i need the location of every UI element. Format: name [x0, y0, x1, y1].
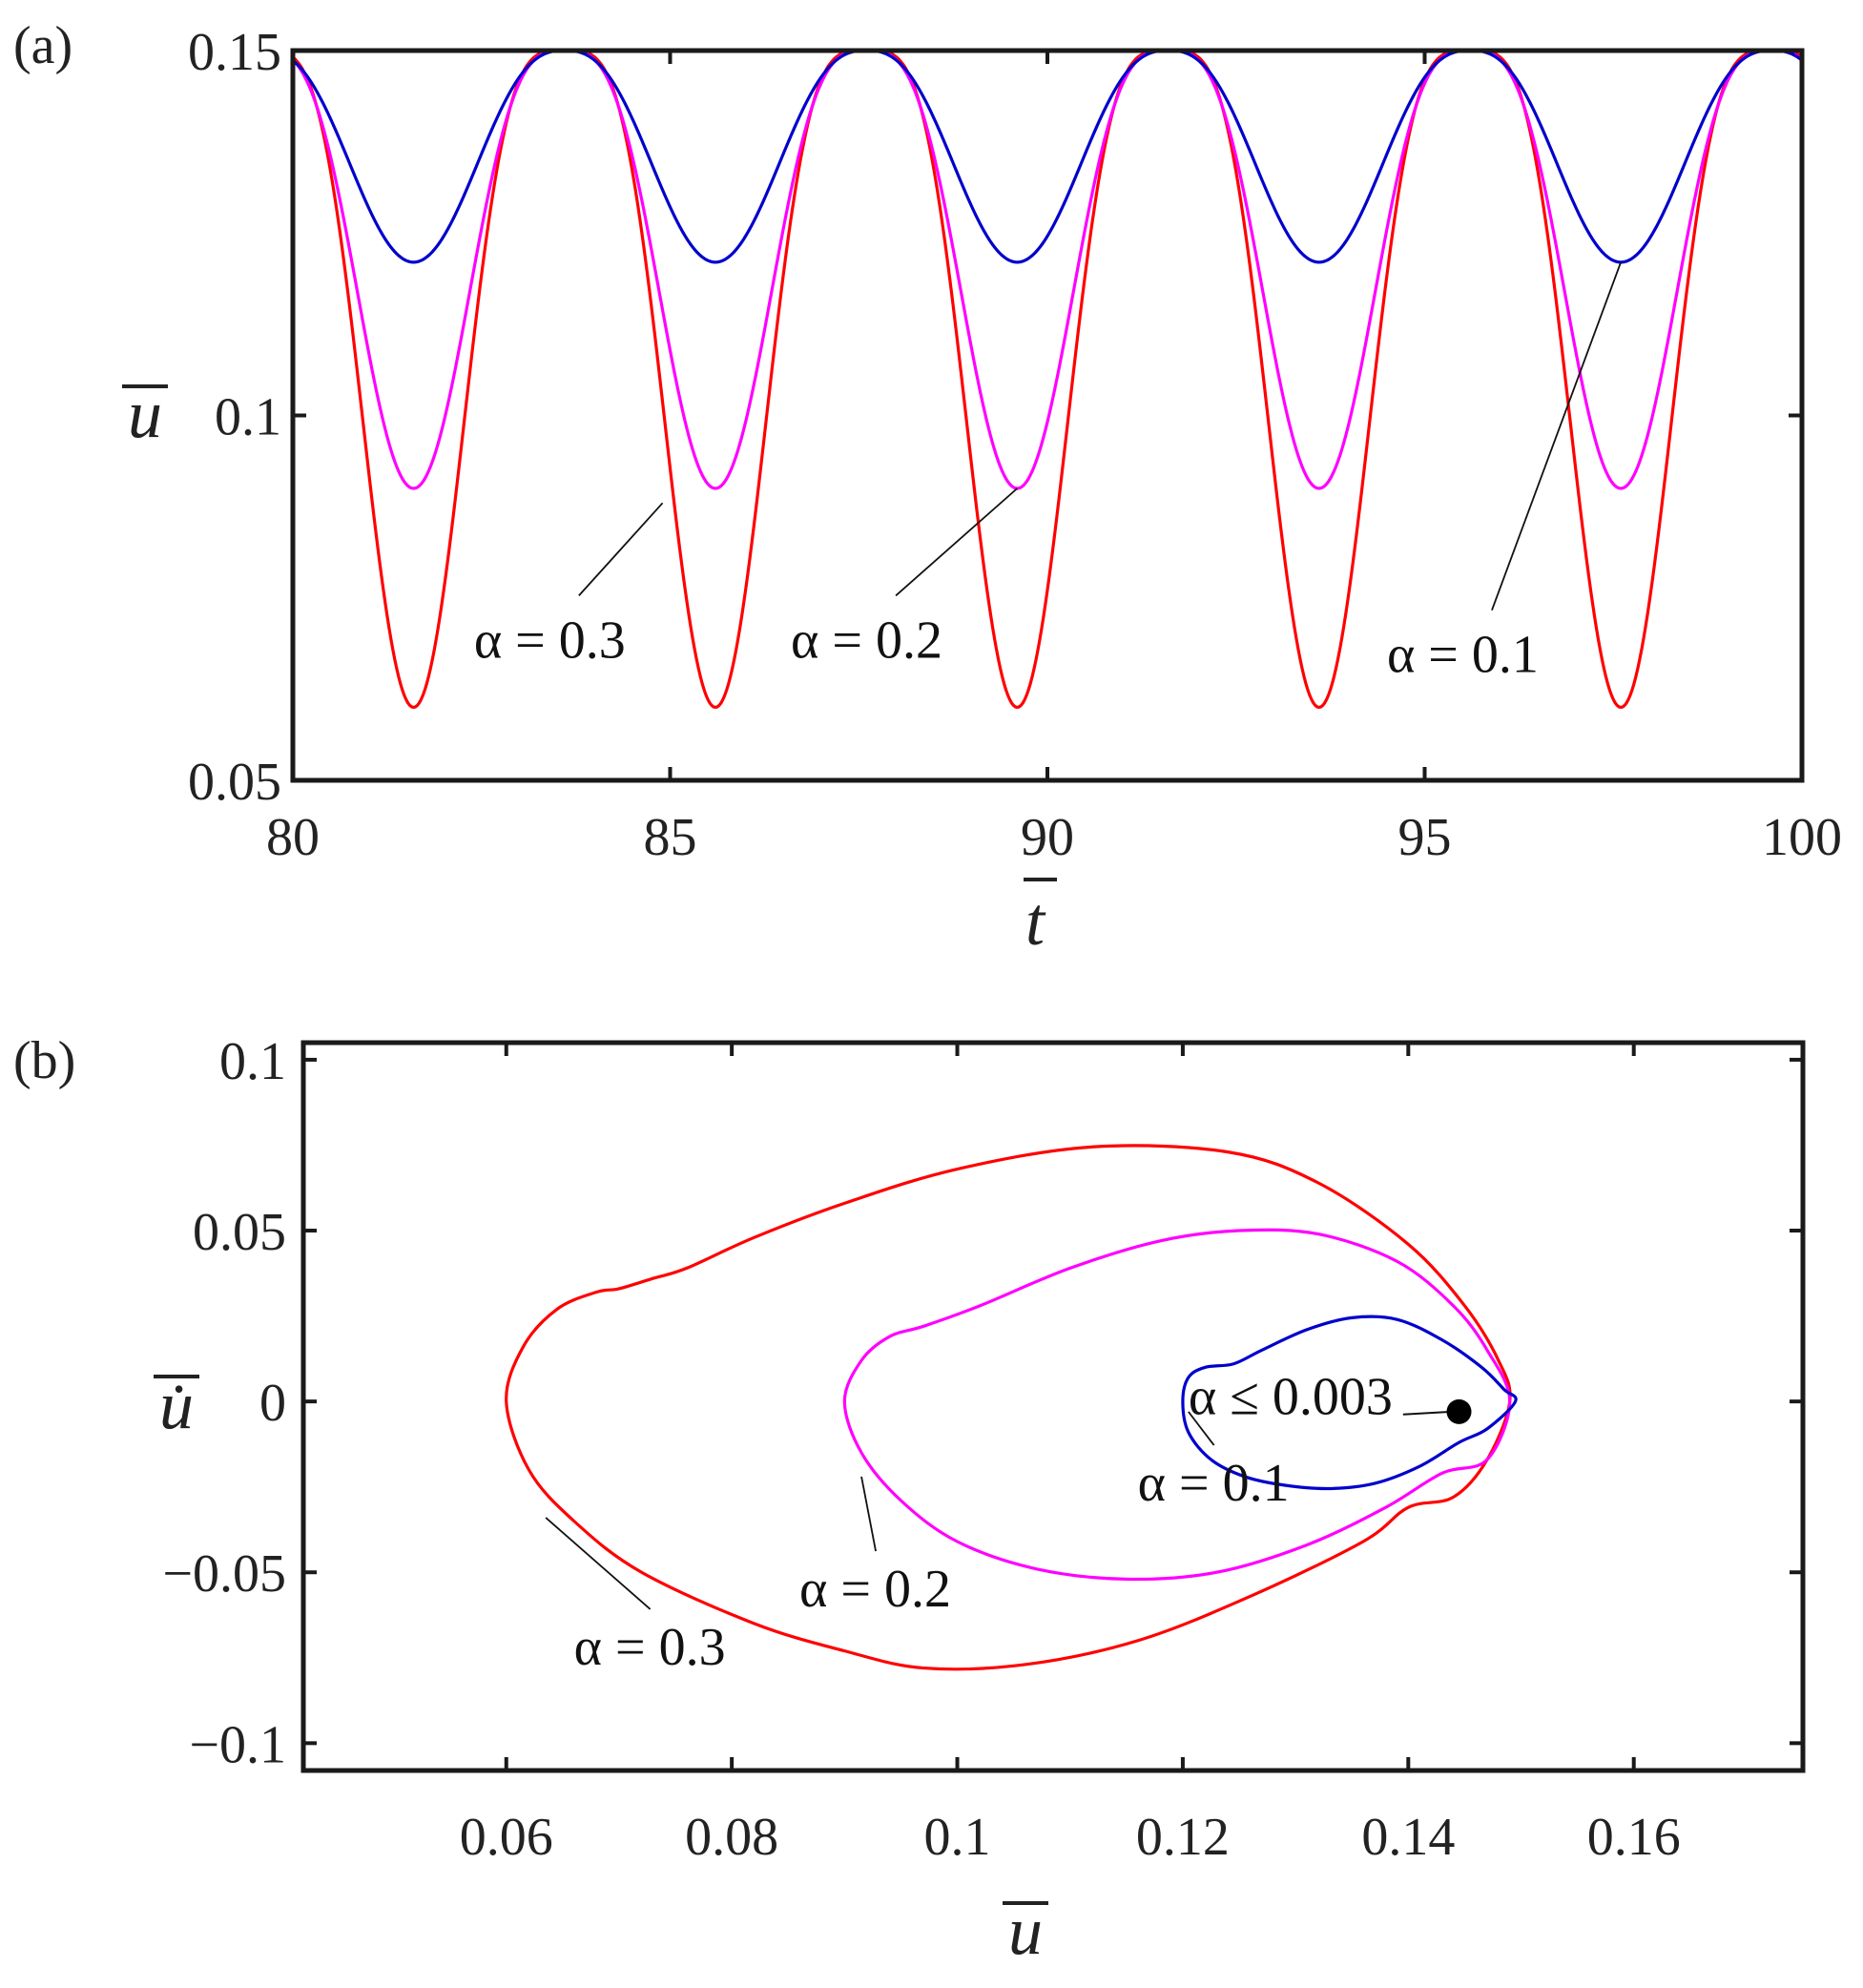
panel-b-annotation-0-3: α = 0.3	[574, 1618, 726, 1677]
panel-a-x-tick-label: 90	[1021, 808, 1074, 867]
panel-b-x-axis-title: u	[1003, 1893, 1048, 1969]
panel-b-x-tick-label: 0.08	[685, 1808, 778, 1867]
panel-a-leader-0-1	[1491, 261, 1623, 611]
panel-b-ticks: 0.06 0.08 0.1 0.12 0.14 0.16 −0.1 −0.05 0 0.05 0.1	[162, 1032, 1803, 1867]
panel-b-y-axis-title: u̇	[154, 1367, 199, 1443]
panel-a-annotations: α = 0.3 α = 0.2 α = 0.1	[474, 261, 1623, 685]
panel-a-series-0-3	[291, 49, 1803, 710]
panel-a-x-tick-label: 85	[644, 808, 697, 867]
panel-a-y-tick-label: 0.15	[188, 23, 281, 82]
panel-b-leader-0-3	[545, 1517, 652, 1610]
panel-b-y-tick-label: −0.05	[162, 1544, 286, 1604]
panel-b-leader-0-2	[860, 1476, 877, 1552]
panel-a-y-axis-title: u	[122, 376, 168, 452]
panel-b-annotation-0-003: α ≤ 0.003	[1189, 1368, 1393, 1427]
panel-a-leader-0-3	[578, 502, 664, 597]
panel-b-y-tick-label: 0	[259, 1374, 286, 1433]
panel-b-y-tick-label: 0.1	[219, 1032, 286, 1091]
panel-a-series-0-1	[291, 49, 1803, 264]
svg-text:u: u	[128, 376, 162, 452]
panel-b-phase-portrait: (b) α = 0.3α = 0.2α = 0.1α ≤ 0.003 0.06 0…	[13, 1031, 1806, 1969]
panel-a-annotation-0-3: α = 0.3	[474, 611, 626, 670]
svg-text:u̇: u̇	[159, 1367, 194, 1443]
panel-a-series-0-2	[291, 49, 1804, 490]
panel-a-label: (a)	[13, 16, 72, 75]
panel-a-x-tick-label: 80	[266, 808, 320, 867]
panel-a-leader-0-2	[895, 487, 1018, 597]
panel-b-annotation-0-2: α = 0.2	[799, 1560, 951, 1619]
panel-b-fixed-point-marker	[1446, 1398, 1472, 1424]
panel-b-leader-0-1	[1188, 1411, 1215, 1446]
panel-a-x-tick-label: 95	[1398, 808, 1452, 867]
panel-b-x-tick-label: 0.1	[924, 1808, 991, 1867]
panel-b-x-tick-label: 0.14	[1361, 1808, 1455, 1867]
panel-b-y-tick-label: 0.05	[193, 1203, 286, 1262]
svg-text:u: u	[1008, 1893, 1043, 1969]
panel-b-x-tick-label: 0.12	[1136, 1808, 1230, 1867]
panel-b-series-0-2	[842, 1228, 1512, 1582]
panel-b-label: (b)	[13, 1031, 75, 1090]
panel-a-time-series: (a) α = 0.3 α = 0.2 α = 0.1 80 85 90 95 100 0.0…	[13, 16, 1842, 960]
panel-a-curves	[291, 49, 1804, 710]
panel-a-y-tick-label: 0.05	[188, 753, 281, 812]
panel-b-curves	[505, 1144, 1518, 1671]
panel-b-series-0-1	[1181, 1315, 1518, 1491]
panel-b-leader-fixed-point	[1402, 1410, 1452, 1416]
svg-text:t: t	[1025, 883, 1046, 960]
panel-b-series-0-3	[505, 1144, 1512, 1671]
panel-a-annotation-0-1: α = 0.1	[1387, 626, 1539, 685]
panel-b-x-tick-label: 0.06	[460, 1808, 553, 1867]
panel-b-y-tick-label: −0.1	[189, 1715, 286, 1774]
panel-a-y-tick-label: 0.1	[215, 388, 281, 447]
panel-b-annotations: α = 0.3 α = 0.2 α = 0.1 α ≤ 0.003	[545, 1368, 1472, 1677]
panel-a-ticks: 80 85 90 95 100 0.05 0.1 0.15	[188, 23, 1842, 867]
panel-b-annotation-0-1: α = 0.1	[1138, 1454, 1290, 1513]
panel-a-x-tick-label: 100	[1762, 808, 1842, 867]
panel-a-x-axis-title: t	[1024, 878, 1057, 960]
panel-b-x-tick-label: 0.16	[1587, 1808, 1681, 1867]
panel-b-axes-frame	[300, 1040, 1806, 1773]
panel-a-annotation-0-2: α = 0.2	[791, 611, 942, 670]
